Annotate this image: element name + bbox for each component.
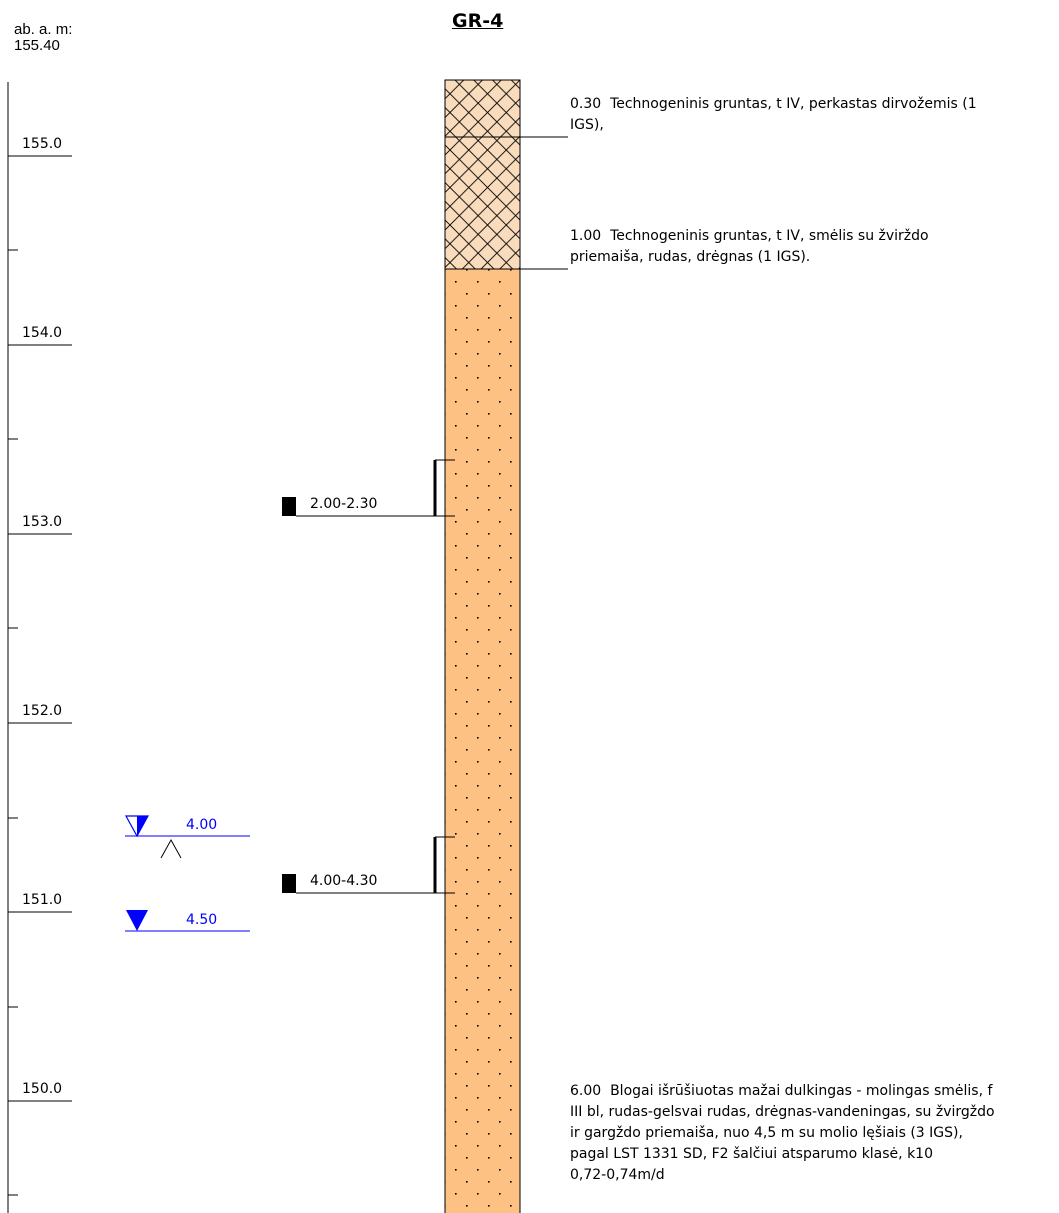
- layer-sand: [444, 268, 521, 1213]
- scale-label: 150.0: [22, 1081, 63, 1097]
- scale-label: 155.0: [22, 136, 63, 152]
- layer-text-line: pagal LST 1331 SD, F2 šalčiui atsparumo …: [570, 1146, 933, 1162]
- sample-label: 2.00-2.30: [310, 496, 378, 512]
- scale-major-ticks: [8, 155, 72, 1102]
- water-triangle-fill: [126, 910, 148, 931]
- layer-text-line: 0,72-0,74m/d: [570, 1167, 665, 1183]
- sample-marker: [282, 497, 296, 516]
- layer-text-line: III bl, rudas-gelsvai rudas, drėgnas-van…: [570, 1104, 995, 1120]
- layer-depth: 6.00: [570, 1083, 602, 1099]
- sample-interval-2: [282, 836, 455, 894]
- layer-description-1: 0.30 Technogeninis gruntas, t IV, perkas…: [570, 94, 1050, 136]
- layer-text: Technogeninis gruntas, t IV, perkastas d…: [610, 96, 977, 112]
- layer-fill-crosshatch-2: [444, 136, 521, 270]
- layer-depth: 0.30: [570, 96, 602, 112]
- water-level-label: 4.50: [186, 912, 218, 928]
- elevation-caption: ab. a. m:: [14, 21, 73, 38]
- layer-text: Blogai išrūšiuotas mažai dulkingas - mol…: [610, 1083, 993, 1099]
- layer-text-continued: IGS),: [570, 117, 604, 133]
- layer-text: Technogeninis gruntas, t IV, smėlis su ž…: [610, 228, 929, 244]
- water-level-label: 4.00: [186, 817, 218, 833]
- layer-depth: 1.00: [570, 228, 602, 244]
- water-level-appeared: [124, 815, 250, 859]
- scale-label: 151.0: [22, 892, 63, 908]
- scale-label: 152.0: [22, 703, 63, 719]
- layer-fill-crosshatch-1: [444, 79, 521, 138]
- scale-label: 153.0: [22, 514, 63, 530]
- water-level-steady: [125, 910, 250, 932]
- water-triangle-fill: [137, 816, 148, 836]
- sample-interval-1: [282, 459, 455, 517]
- layer-description-2: 1.00 Technogeninis gruntas, t IV, smėlis…: [570, 226, 1050, 268]
- scale-minor-ticks: [8, 249, 18, 1196]
- water-chevron: [160, 838, 182, 859]
- layer-description-3: 6.00 Blogai išrūšiuotas mažai dulkingas …: [570, 1081, 1055, 1186]
- elevation-value: 155.40: [14, 37, 60, 54]
- layer-text-continued: priemaiša, rudas, drėgnas (1 IGS).: [570, 249, 811, 265]
- borehole-title: GR-4: [452, 10, 504, 32]
- sample-label: 4.00-4.30: [310, 873, 378, 889]
- scale-label: 154.0: [22, 325, 63, 341]
- sample-marker: [282, 874, 296, 893]
- layer-text-line: ir gargždo priemaiša, nuo 4,5 m su molio…: [570, 1125, 963, 1141]
